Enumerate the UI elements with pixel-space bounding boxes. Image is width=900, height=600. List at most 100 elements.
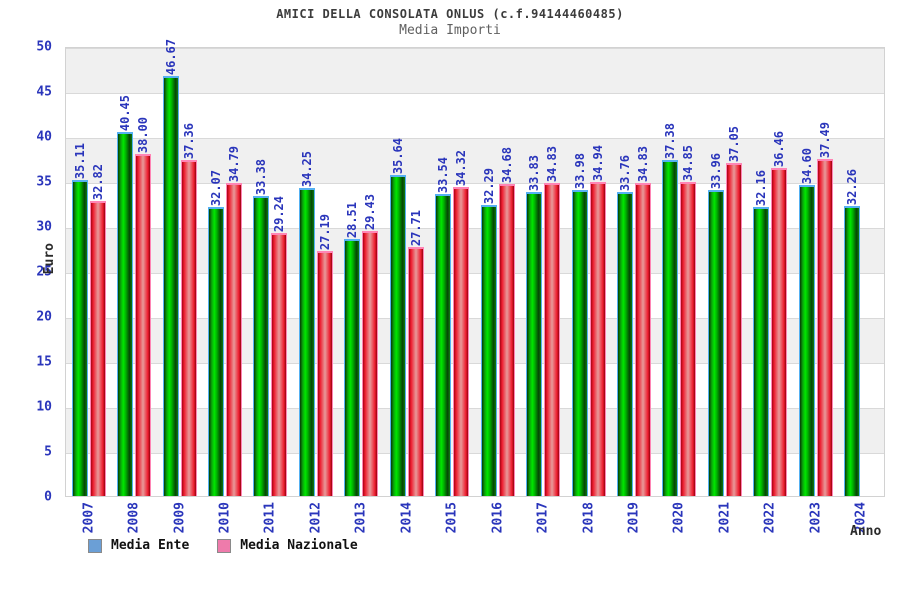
bar-value-label: 37.05 (726, 125, 741, 162)
bar-value-label: 33.98 (572, 152, 587, 189)
bar-media-ente-2014: 35.64 (389, 138, 406, 496)
y-tick-label-35: 35 (36, 174, 52, 190)
bar-media-nazionale-2019: 34.83 (634, 146, 651, 496)
bar-value-label: 27.71 (408, 209, 423, 246)
bar-media-nazionale-2014: 27.71 (407, 210, 424, 496)
bar-value-label: 34.85 (681, 144, 696, 181)
bar-value-label: 29.24 (272, 195, 287, 232)
y-tick-label-50: 50 (36, 39, 52, 55)
x-axis-title: Anno (850, 524, 882, 539)
bar-media-nazionale-2009: 37.36 (180, 123, 197, 496)
bar-value-label: 34.25 (299, 150, 314, 187)
bar-media-nazionale-2011: 29.24 (271, 196, 288, 496)
bar-media-nazionale-2007: 32.82 (89, 164, 106, 496)
year-group-2021: 33.96 37.05 2021 (702, 48, 747, 533)
bar-value-label: 40.45 (118, 94, 133, 131)
bar-media-ente-2011: 33.38 (253, 159, 270, 496)
x-tick-label-2010: 2010 (217, 502, 233, 534)
year-group-2017: 33.83 34.83 2017 (520, 48, 565, 533)
x-tick-label-2015: 2015 (444, 502, 460, 534)
bar-media-ente-2020: 37.38 (662, 123, 679, 496)
year-group-2015: 33.54 34.32 2015 (430, 48, 475, 533)
bar-value-label: 32.16 (754, 169, 769, 206)
bars-container: 35.11 32.82 2007 40.45 38.00 2008 46.67 37.36 20… (66, 39, 884, 533)
bar-media-ente-2024: 32.26 (844, 169, 861, 496)
bar-value-label: 35.11 (72, 142, 87, 179)
y-tick-label-40: 40 (36, 129, 52, 145)
bar-value-label: 32.07 (209, 169, 224, 206)
bar-value-label: 34.32 (454, 149, 469, 186)
bar-media-nazionale-2022: 36.46 (771, 131, 788, 496)
bar-media-nazionale-2012: 27.19 (316, 214, 333, 496)
x-tick-label-2019: 2019 (626, 502, 642, 534)
bar-value-label: 34.83 (545, 145, 560, 182)
bar-value-label: 37.38 (663, 122, 678, 159)
legend-swatch-nazionale-icon (217, 538, 232, 553)
chart-title: AMICI DELLA CONSOLATA ONLUS (c.f.9414446… (276, 7, 624, 21)
x-tick-label-2021: 2021 (717, 502, 733, 534)
year-group-2023: 34.60 37.49 2023 (793, 48, 838, 533)
bar-value-label: 33.54 (436, 156, 451, 193)
bar-media-ente-2008: 40.45 (117, 95, 134, 496)
legend-item-media-nazionale: Media Nazionale (217, 538, 358, 553)
bar-media-nazionale-2016: 34.68 (498, 147, 515, 496)
legend-swatch-ente-icon (88, 538, 102, 553)
x-tick-label-2023: 2023 (808, 502, 824, 534)
bar-value-label: 28.51 (345, 201, 360, 238)
x-tick-label-2009: 2009 (172, 502, 188, 534)
y-tick-label-0: 0 (44, 489, 52, 505)
legend-label-media-ente: Media Ente (111, 538, 190, 553)
legend-label-media-nazionale: Media Nazionale (240, 538, 358, 553)
chart-subtitle: Media Importi (399, 23, 501, 38)
year-group-2010: 32.07 34.79 2010 (202, 48, 247, 533)
y-tick-label-25: 25 (36, 264, 52, 280)
bar-media-ente-2021: 33.96 (707, 153, 724, 496)
bar-media-ente-2018: 33.98 (571, 153, 588, 496)
bar-media-ente-2016: 32.29 (480, 168, 497, 496)
bar-value-label: 38.00 (136, 116, 151, 153)
year-group-2011: 33.38 29.24 2011 (248, 48, 293, 533)
bar-media-nazionale-2013: 29.43 (362, 194, 379, 496)
y-tick-label-5: 5 (44, 444, 52, 460)
year-group-2014: 35.64 27.71 2014 (384, 48, 429, 533)
year-group-2013: 28.51 29.43 2013 (339, 48, 384, 533)
bar-value-label: 35.64 (390, 137, 405, 174)
bar-media-nazionale-2018: 34.94 (589, 145, 606, 496)
bar-media-ente-2023: 34.60 (798, 148, 815, 496)
year-group-2020: 37.38 34.85 2020 (657, 48, 702, 533)
bar-value-label: 29.43 (363, 193, 378, 230)
bar-value-label: 33.83 (527, 154, 542, 191)
bar-media-nazionale-2021: 37.05 (725, 126, 742, 496)
year-group-2008: 40.45 38.00 2008 (111, 48, 156, 533)
year-group-2012: 34.25 27.19 2012 (293, 48, 338, 533)
bar-media-ente-2007: 35.11 (71, 143, 88, 496)
x-tick-label-2020: 2020 (671, 502, 687, 534)
bar-value-label: 34.79 (227, 145, 242, 182)
bar-value-label: 33.38 (254, 158, 269, 195)
bar-value-label: 27.19 (317, 213, 332, 250)
bar-value-label: 34.60 (799, 147, 814, 184)
bar-media-nazionale-2015: 34.32 (453, 150, 470, 496)
year-group-2009: 46.67 37.36 2009 (157, 39, 202, 533)
bar-value-label: 32.29 (481, 167, 496, 204)
bar-value-label: 34.94 (590, 144, 605, 181)
y-axis-title: Euro (42, 243, 57, 275)
bar-media-nazionale-2017: 34.83 (544, 146, 561, 496)
bar-media-ente-2009: 46.67 (162, 39, 179, 496)
bar-media-ente-2012: 34.25 (298, 151, 315, 496)
bar-value-label: 33.76 (617, 154, 632, 191)
year-group-2022: 32.16 36.46 2022 (748, 48, 793, 533)
x-tick-label-2018: 2018 (581, 502, 597, 534)
x-tick-label-2014: 2014 (399, 502, 415, 534)
y-tick-label-10: 10 (36, 399, 52, 415)
bar-value-label: 37.49 (817, 121, 832, 158)
y-tick-label-20: 20 (36, 309, 52, 325)
x-tick-label-2008: 2008 (126, 502, 142, 534)
bar-media-nazionale-2020: 34.85 (680, 145, 697, 496)
bar-media-ente-2022: 32.16 (753, 170, 770, 496)
x-tick-label-2011: 2011 (262, 502, 278, 534)
plot-area: 35.11 32.82 2007 40.45 38.00 2008 46.67 37.36 20… (65, 39, 885, 533)
y-tick-label-30: 30 (36, 219, 52, 235)
bar-value-label: 32.82 (90, 163, 105, 200)
